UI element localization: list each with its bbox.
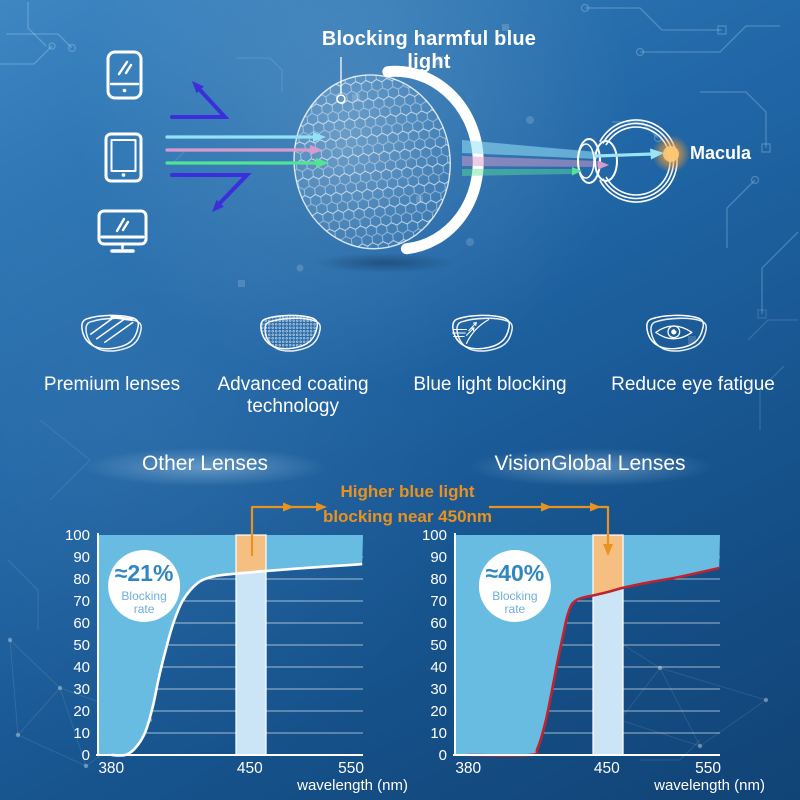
feature-label-premium-lenses: Premium lenses (12, 374, 212, 396)
feature-label-advanced-coating: Advanced coating technology (193, 374, 393, 418)
title-glow (85, 448, 325, 486)
y-tick-label: 80 (73, 571, 90, 588)
lens-honeycomb-coating (293, 74, 451, 250)
feature-label-line: Premium lenses (43, 374, 181, 395)
y-tick-label: 60 (430, 615, 447, 632)
badge-label: Blocking (121, 589, 166, 603)
annotation-higher-blocking: Higher blue light blocking near 450nm (300, 479, 515, 529)
x-tick-label: 450 (237, 760, 263, 777)
y-tick-label: 40 (73, 659, 90, 676)
annotation-line: Higher blue light (340, 482, 475, 501)
y-tick-label: 80 (430, 571, 447, 588)
feature-label-line: Blue light blocking (413, 374, 567, 395)
y-tick-label: 0 (82, 747, 90, 764)
x-tick-label: 550 (695, 760, 721, 777)
y-tick-label: 10 (73, 725, 90, 742)
y-tick-label: 30 (430, 681, 447, 698)
x-tick-label: 450 (594, 760, 620, 777)
x-tick-labels: 380 450 550 (455, 760, 721, 777)
incoming-light-rays (165, 132, 329, 168)
y-tick-labels: 0 10 20 30 40 50 60 70 80 90 100 (422, 527, 447, 764)
badge-value: ≈21% (115, 560, 174, 586)
y-tick-label: 70 (73, 593, 90, 610)
eye-lens-icon (646, 314, 707, 352)
y-tick-label: 90 (73, 549, 90, 566)
feature-label-line: Advanced coating (217, 374, 369, 395)
macula-label: Macula (690, 143, 752, 163)
feature-label-line: technology (247, 396, 339, 417)
x-tick-label: 380 (98, 760, 124, 777)
feature-label-blue-light-blocking: Blue light blocking (390, 374, 590, 396)
monitor-icon (97, 209, 148, 253)
y-tick-label: 30 (73, 681, 90, 698)
badge-label: rate (505, 602, 526, 616)
badge-label: Blocking (492, 589, 537, 603)
premium-lens-icon (81, 314, 142, 352)
badge-circle (108, 550, 181, 622)
y-tick-label: 60 (73, 615, 90, 632)
y-tick-label: 90 (430, 549, 447, 566)
page-title: Blocking harmful blue light (321, 28, 537, 73)
rays-into-eye (572, 148, 664, 176)
y-tick-label: 70 (430, 593, 447, 610)
y-tick-label: 10 (430, 725, 447, 742)
tablet-icon (104, 132, 143, 183)
coated-lens (293, 65, 484, 255)
coating-lens-icon (260, 314, 321, 352)
title-glow (470, 448, 710, 486)
smartphone-icon (106, 50, 143, 100)
blue-light-diagram (97, 50, 690, 273)
x-tick-label: 550 (338, 760, 364, 777)
badge-label: rate (134, 602, 155, 616)
transmission-curve (468, 566, 720, 757)
chart-title-visionglobal-lenses: VisionGlobal Lenses (494, 452, 686, 475)
annotation-line: blocking near 450nm (322, 507, 493, 526)
macula-glow (652, 135, 690, 173)
y-tick-label: 20 (73, 703, 90, 720)
lens-shadow (315, 253, 455, 273)
x-axis-label: wavelength (nm) (296, 777, 408, 794)
y-tick-label: 0 (439, 747, 447, 764)
chart-title-other-lenses: Other Lenses (141, 452, 269, 475)
y-tick-label: 40 (430, 659, 447, 676)
badge-value: ≈40% (486, 560, 545, 586)
reflected-blue-light-arrows (170, 81, 252, 212)
x-tick-labels: 380 450 550 (98, 760, 364, 777)
y-tick-label: 50 (430, 637, 447, 654)
x-tick-label: 380 (455, 760, 481, 777)
y-tick-label: 100 (65, 527, 90, 544)
y-tick-label: 100 (422, 527, 447, 544)
transmission-curve (111, 562, 363, 757)
eye-lens (594, 140, 618, 182)
feature-label-line: Reduce eye fatigue (611, 374, 775, 395)
y-tick-labels: 0 10 20 30 40 50 60 70 80 90 100 (65, 527, 90, 764)
y-tick-label: 20 (430, 703, 447, 720)
badge-circle (478, 550, 551, 622)
transmitted-beams (462, 140, 600, 176)
x-axis-label: wavelength (nm) (653, 777, 765, 794)
blue-light-blocking-lens-icon (451, 314, 513, 352)
y-tick-label: 50 (73, 637, 90, 654)
feature-label-reduce-eye-fatigue: Reduce eye fatigue (593, 374, 793, 396)
